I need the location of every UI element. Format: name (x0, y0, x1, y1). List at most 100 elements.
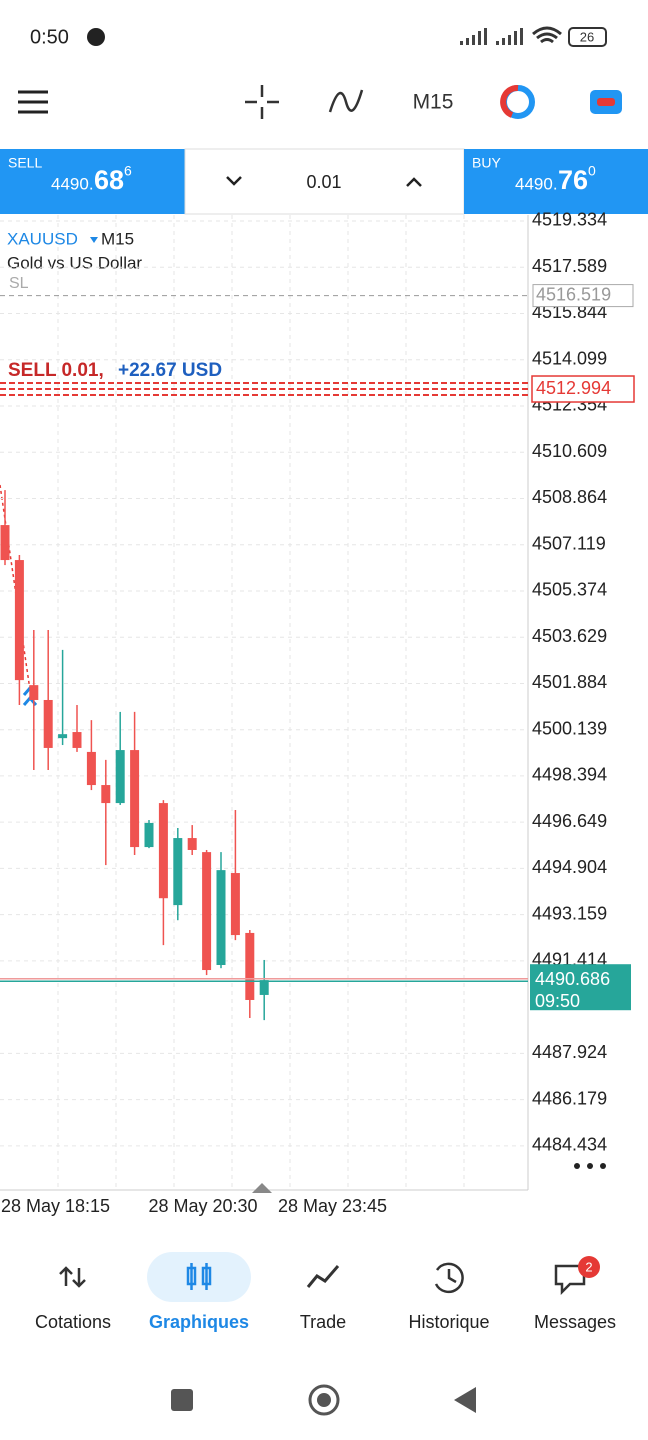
sell-price-main: 4490. (51, 174, 94, 193)
y-tick-label: 4517.589 (532, 256, 607, 276)
indicators-button[interactable] (328, 89, 364, 113)
y-tick-label: 4487.924 (532, 1042, 607, 1062)
sl-price-box (532, 284, 634, 308)
candle-body (144, 822, 154, 848)
sell-button[interactable] (0, 149, 185, 214)
candle-body (202, 852, 212, 971)
x-tick-label: 28 May 23:45 (278, 1196, 387, 1216)
order-side-label: SELL 0.01, (8, 360, 104, 381)
candle-body (245, 932, 255, 1000)
y-tick-label: 4508.864 (532, 487, 607, 507)
battery-icon (568, 27, 607, 47)
candle-body (230, 873, 240, 936)
candle-body (216, 870, 226, 965)
y-tick-label: 4498.394 (532, 765, 607, 785)
buy-price-big: 76 (558, 165, 588, 195)
scroll-marker[interactable] (252, 1183, 272, 1193)
y-tick-label: 4493.159 (532, 903, 607, 923)
y-tick-label: 4515.844 (532, 302, 607, 322)
order-price-box (531, 375, 635, 403)
current-time-label: 09:50 (535, 991, 580, 1011)
nav-item[interactable]: Cotations (35, 1312, 111, 1332)
volume-value[interactable]: 0.01 (306, 172, 341, 192)
y-tick-label: 4507.119 (532, 533, 606, 553)
nav-icon-graphiques (186, 1263, 212, 1290)
nav-badge (578, 1256, 600, 1278)
recent-apps-button[interactable] (171, 1389, 193, 1411)
volume-up[interactable] (406, 177, 422, 187)
vertical-grid (57, 215, 465, 1190)
home-button-dot (317, 1393, 331, 1407)
nav-item[interactable]: Graphiques (149, 1312, 249, 1332)
y-tick-label: 4514.099 (532, 348, 607, 368)
trade-button-accent (500, 85, 519, 118)
candle-body (101, 785, 111, 804)
y-tick-label: 4505.374 (532, 580, 607, 600)
nav-active-pill (147, 1252, 251, 1302)
y-tick-label: 4496.649 (532, 811, 607, 831)
candle-body (58, 734, 68, 739)
candle-body (29, 685, 39, 700)
y-tick-label: 4484.434 (532, 1135, 607, 1155)
account-button-accent (597, 98, 615, 106)
more-button[interactable] (574, 1163, 606, 1169)
order-profit-label: +22.67 USD (118, 360, 222, 381)
current-price-box (530, 964, 631, 1011)
candle-body (72, 732, 82, 748)
candle-body (187, 838, 197, 850)
order-price-label: 4512.994 (536, 378, 611, 398)
nav-icon-trade (306, 1265, 340, 1288)
nav-icon-historique (434, 1262, 464, 1294)
candle-body (86, 751, 96, 786)
candle-body (0, 525, 10, 561)
y-tick-label: 4510.609 (532, 441, 607, 461)
x-tick-label: 28 May 18:15 (1, 1196, 110, 1216)
sl-price-label: 4516.519 (536, 284, 611, 304)
symbol-name: XAUUSD (7, 229, 78, 248)
y-tick-label: 4503.629 (532, 626, 607, 646)
candle-body (130, 750, 140, 848)
nav-item[interactable]: Trade (300, 1312, 346, 1332)
y-tick-label: 4486.179 (532, 1088, 607, 1108)
symbol-description: Gold vs US Dollar (7, 253, 142, 272)
candle-body (158, 803, 168, 899)
buy-button[interactable] (464, 149, 648, 214)
y-tick-label: 4494.904 (532, 857, 607, 877)
nav-item[interactable]: Historique (408, 1312, 489, 1332)
nav-badge-count: 2 (585, 1259, 592, 1274)
candle-body (173, 838, 183, 906)
candle-body (259, 980, 269, 995)
facebook-icon (87, 28, 105, 46)
candle-body (43, 699, 53, 748)
back-button[interactable] (454, 1387, 476, 1413)
symbol-dropdown[interactable] (90, 237, 98, 243)
sell-label: SELL (8, 155, 42, 171)
sell-price-big: 68 (94, 165, 124, 195)
candle-body (14, 560, 24, 681)
menu-button[interactable] (18, 90, 48, 114)
x-tick-label: 28 May 20:30 (148, 1196, 257, 1216)
wifi-icon (532, 26, 562, 44)
buy-price-sup: 0 (588, 163, 596, 179)
symbol-timeframe: M15 (101, 229, 134, 248)
chart[interactable] (0, 215, 529, 1191)
y-tick-label: 4501.884 (532, 672, 607, 692)
signal-icons (460, 28, 523, 45)
current-price-label: 4490.686 (535, 969, 610, 989)
sell-price-sup: 6 (124, 163, 132, 179)
sl-label: SL (9, 275, 29, 292)
candle-body (115, 750, 125, 804)
volume-down[interactable] (226, 176, 242, 186)
y-tick-label: 4519.334 (532, 210, 607, 230)
home-button[interactable] (308, 1384, 340, 1416)
nav-item[interactable]: Messages (534, 1312, 616, 1332)
crosshair-button[interactable] (245, 85, 279, 119)
status-time: 0:50 (30, 26, 69, 48)
nav-icon-cotations (59, 1266, 86, 1288)
buy-label: BUY (472, 155, 501, 171)
battery-level: 26 (580, 29, 594, 44)
timeframe-button[interactable]: M15 (413, 91, 454, 114)
buy-price-main: 4490. (515, 174, 558, 193)
y-tick-label: 4500.139 (532, 718, 607, 738)
